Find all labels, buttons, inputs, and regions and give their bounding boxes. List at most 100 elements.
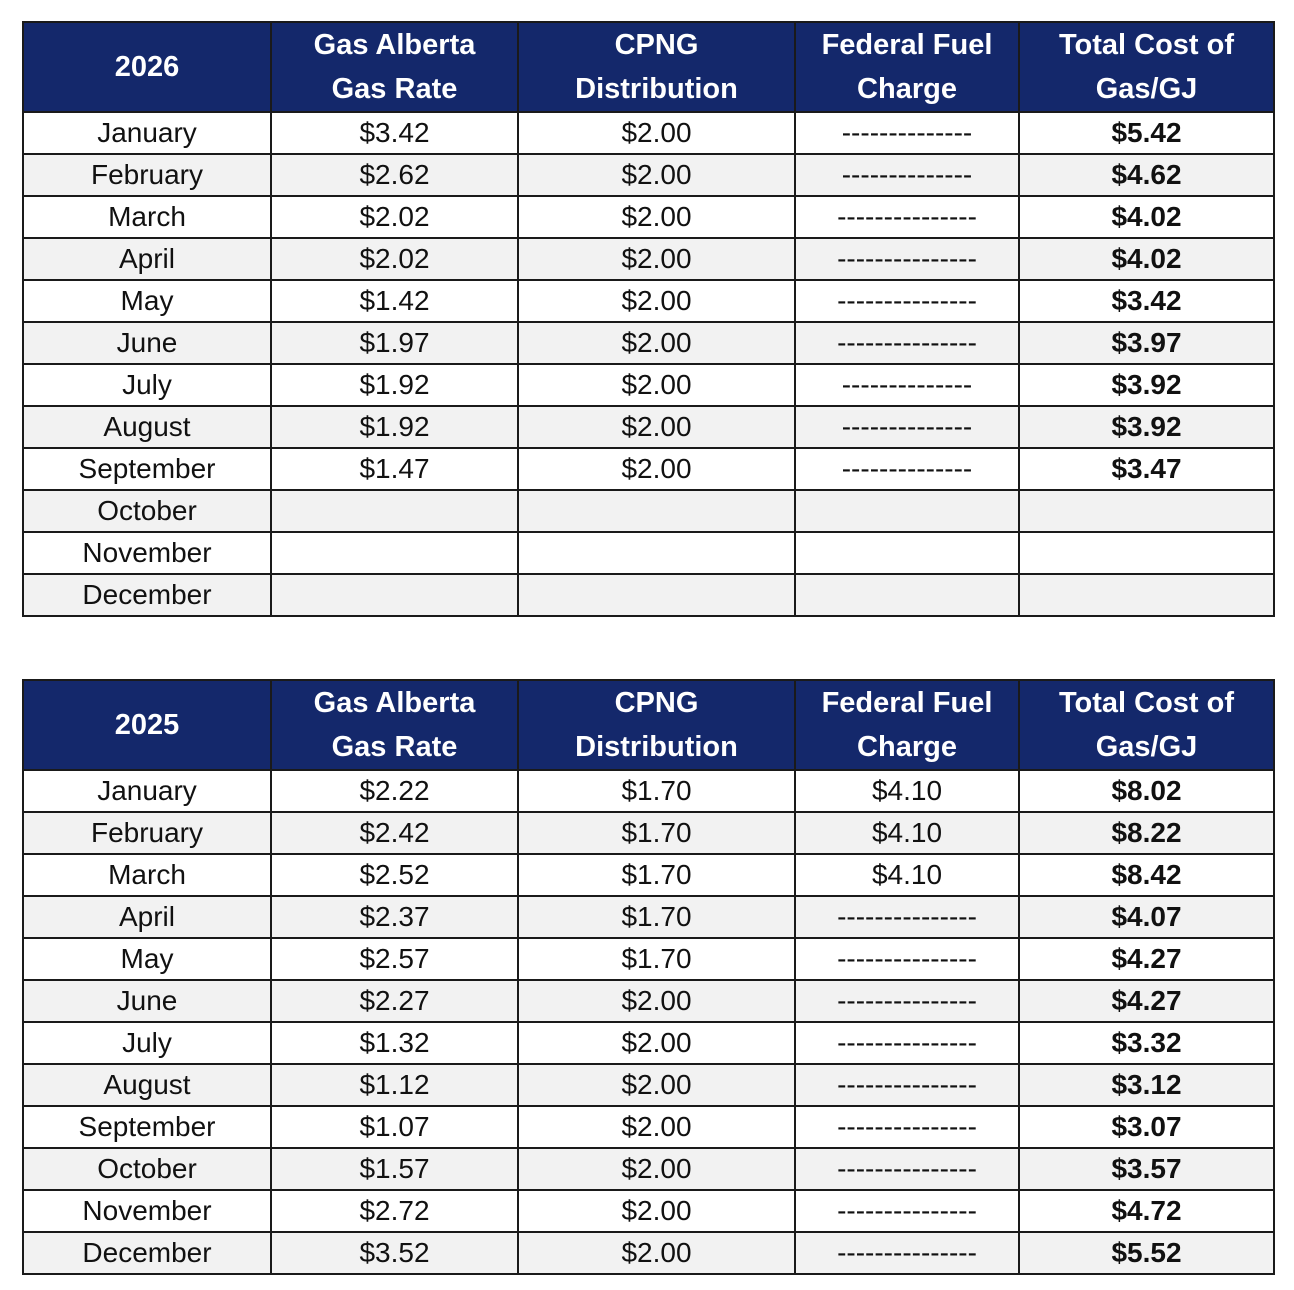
distribution-cell: $2.00 xyxy=(517,321,796,365)
table-row: July $1.92 $2.00 -------------- $3.92 xyxy=(22,363,1275,407)
gas-rate-cell: $2.52 xyxy=(270,853,519,897)
distribution-cell: $1.70 xyxy=(517,895,796,939)
total-cost-cell: $3.07 xyxy=(1018,1105,1275,1149)
month-cell: February xyxy=(22,153,272,197)
distribution-cell: $2.00 xyxy=(517,363,796,407)
gas-rate-cell: $1.47 xyxy=(270,447,519,491)
month-cell: October xyxy=(22,1147,272,1191)
total-cost-cell: $3.92 xyxy=(1018,405,1275,449)
federal-fuel-charge-cell: --------------- xyxy=(794,279,1020,323)
distribution-cell: $2.00 xyxy=(517,1021,796,1065)
month-cell: September xyxy=(22,1105,272,1149)
distribution-cell: $2.00 xyxy=(517,447,796,491)
federal-fuel-charge-cell: --------------- xyxy=(794,1231,1020,1275)
total-cost-cell: $4.62 xyxy=(1018,153,1275,197)
table-row: October $1.57 $2.00 --------------- $3.57 xyxy=(22,1147,1275,1191)
table-row: January $2.22 $1.70 $4.10 $8.02 xyxy=(22,769,1275,813)
federal-fuel-charge-cell xyxy=(794,489,1020,533)
month-cell: September xyxy=(22,447,272,491)
total-cost-cell: $4.07 xyxy=(1018,895,1275,939)
federal-fuel-charge-cell: $4.10 xyxy=(794,811,1020,855)
month-cell: April xyxy=(22,895,272,939)
total-cost-cell: $3.92 xyxy=(1018,363,1275,407)
table-row: September $1.07 $2.00 --------------- $3.07 xyxy=(22,1105,1275,1149)
federal-fuel-charge-cell: --------------- xyxy=(794,937,1020,981)
distribution-cell: $2.00 xyxy=(517,1105,796,1149)
federal-fuel-charge-cell: --------------- xyxy=(794,195,1020,239)
table-row: February $2.42 $1.70 $4.10 $8.22 xyxy=(22,811,1275,855)
total-cost-cell: $8.02 xyxy=(1018,769,1275,813)
total-cost-cell: $4.27 xyxy=(1018,979,1275,1023)
total-cost-cell: $3.47 xyxy=(1018,447,1275,491)
total-cost-cell: $8.42 xyxy=(1018,853,1275,897)
total-cost-cell: $8.22 xyxy=(1018,811,1275,855)
table-row: August $1.12 $2.00 --------------- $3.12 xyxy=(22,1063,1275,1107)
gas-rate-cell: $1.92 xyxy=(270,405,519,449)
table-row: April $2.37 $1.70 --------------- $4.07 xyxy=(22,895,1275,939)
month-cell: July xyxy=(22,1021,272,1065)
federal-fuel-charge-cell: -------------- xyxy=(794,153,1020,197)
month-cell: November xyxy=(22,531,272,575)
gas-rate-cell: $1.57 xyxy=(270,1147,519,1191)
table-row: December xyxy=(22,573,1275,617)
month-cell: June xyxy=(22,321,272,365)
table-row: March $2.02 $2.00 --------------- $4.02 xyxy=(22,195,1275,239)
federal-fuel-charge-cell: --------------- xyxy=(794,321,1020,365)
month-cell: July xyxy=(22,363,272,407)
gas-rate-cell: $1.12 xyxy=(270,1063,519,1107)
gas-rate-header: Gas Alberta Gas Rate xyxy=(270,679,519,771)
gas-rate-cell: $3.42 xyxy=(270,111,519,155)
federal-fuel-charge-header: Federal Fuel Charge xyxy=(794,21,1020,113)
month-cell: August xyxy=(22,405,272,449)
month-cell: December xyxy=(22,1231,272,1275)
gas-rate-cell: $2.57 xyxy=(270,937,519,981)
distribution-cell: $2.00 xyxy=(517,1063,796,1107)
gas-rate-cell: $2.37 xyxy=(270,895,519,939)
total-cost-cell: $3.97 xyxy=(1018,321,1275,365)
distribution-cell: $1.70 xyxy=(517,937,796,981)
year-header: 2025 xyxy=(22,679,272,771)
gas-rate-header: Gas Alberta Gas Rate xyxy=(270,21,519,113)
distribution-header: CPNG Distribution xyxy=(517,21,796,113)
federal-fuel-charge-cell: $4.10 xyxy=(794,769,1020,813)
gas-rate-cell xyxy=(270,489,519,533)
gas-rate-cell xyxy=(270,573,519,617)
gas-rate-cell: $1.07 xyxy=(270,1105,519,1149)
total-cost-cell: $4.02 xyxy=(1018,195,1275,239)
federal-fuel-charge-cell: -------------- xyxy=(794,405,1020,449)
distribution-cell: $2.00 xyxy=(517,405,796,449)
table-row: August $1.92 $2.00 -------------- $3.92 xyxy=(22,405,1275,449)
federal-fuel-charge-cell: --------------- xyxy=(794,1147,1020,1191)
federal-fuel-charge-header: Federal Fuel Charge xyxy=(794,679,1020,771)
month-cell: January xyxy=(22,111,272,155)
gas-rate-cell: $1.32 xyxy=(270,1021,519,1065)
total-cost-header: Total Cost of Gas/GJ xyxy=(1018,21,1275,113)
total-cost-cell: $3.12 xyxy=(1018,1063,1275,1107)
month-cell: January xyxy=(22,769,272,813)
total-cost-cell xyxy=(1018,489,1275,533)
distribution-cell: $2.00 xyxy=(517,153,796,197)
header-row: 2025 Gas Alberta Gas Rate CPNG Distributio… xyxy=(22,679,1275,771)
gas-rate-cell: $2.72 xyxy=(270,1189,519,1233)
total-cost-cell xyxy=(1018,573,1275,617)
year-header: 2026 xyxy=(22,21,272,113)
federal-fuel-charge-cell: --------------- xyxy=(794,895,1020,939)
distribution-cell: $2.00 xyxy=(517,1147,796,1191)
federal-fuel-charge-cell: --------------- xyxy=(794,1021,1020,1065)
distribution-cell: $2.00 xyxy=(517,1231,796,1275)
table-row: September $1.47 $2.00 -------------- $3.47 xyxy=(22,447,1275,491)
month-cell: April xyxy=(22,237,272,281)
gas-rate-cell: $2.62 xyxy=(270,153,519,197)
distribution-cell: $2.00 xyxy=(517,111,796,155)
federal-fuel-charge-cell: --------------- xyxy=(794,1063,1020,1107)
gas-rate-cell: $2.22 xyxy=(270,769,519,813)
month-cell: May xyxy=(22,937,272,981)
table-row: November $2.72 $2.00 --------------- $4.72 xyxy=(22,1189,1275,1233)
month-cell: August xyxy=(22,1063,272,1107)
month-cell: October xyxy=(22,489,272,533)
table-row: June $2.27 $2.00 --------------- $4.27 xyxy=(22,979,1275,1023)
distribution-cell: $2.00 xyxy=(517,1189,796,1233)
total-cost-cell: $4.72 xyxy=(1018,1189,1275,1233)
federal-fuel-charge-cell xyxy=(794,573,1020,617)
gas-rate-cell: $2.02 xyxy=(270,195,519,239)
